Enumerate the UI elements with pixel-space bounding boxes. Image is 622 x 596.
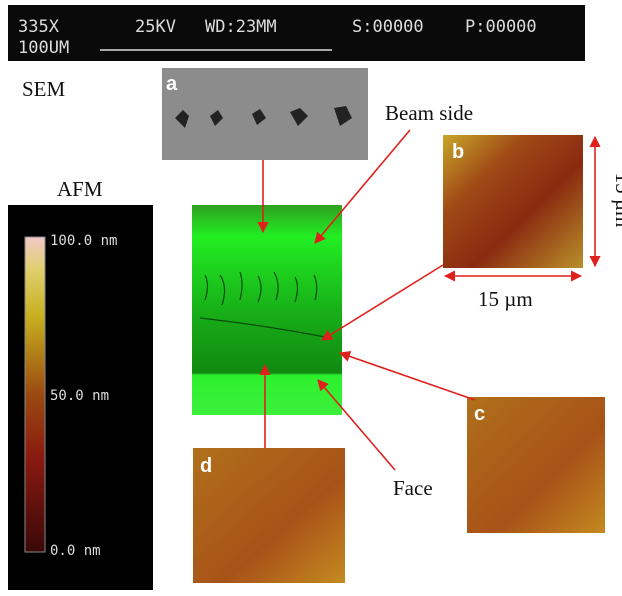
- afm-label: AFM: [57, 177, 103, 201]
- height-label: 15 µm: [611, 173, 622, 228]
- magnification: 335X: [18, 17, 60, 37]
- face-label: Face: [393, 476, 433, 500]
- panel-label: a: [166, 73, 178, 95]
- panel-label: d: [200, 455, 212, 477]
- colorbar-tick: 100.0 nm: [50, 233, 117, 249]
- s-counter: S:00000: [352, 17, 424, 37]
- panel-c-image: [467, 397, 605, 533]
- colorbar-tick: 0.0 nm: [50, 543, 101, 559]
- panel-label: b: [452, 141, 464, 163]
- scale-label: 100UM: [18, 38, 69, 58]
- panel-label: c: [474, 403, 485, 425]
- colorbar-tick: 50.0 nm: [50, 388, 109, 404]
- colorbar: [25, 237, 45, 552]
- voltage: 25KV: [135, 17, 176, 37]
- p-counter: P:00000: [465, 17, 537, 37]
- working-distance: WD:23MM: [205, 17, 277, 37]
- beam-side-label: Beam side: [385, 101, 473, 125]
- figure: 335X 25KV WD:23MM S:00000 P:00000 100UM …: [0, 0, 622, 596]
- sem-label: SEM: [22, 77, 66, 101]
- panel-d-image: [193, 448, 345, 583]
- width-label: 15 µm: [478, 287, 533, 311]
